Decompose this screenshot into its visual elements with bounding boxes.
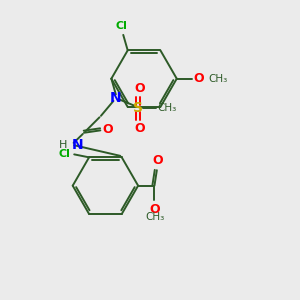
Text: N: N — [110, 91, 122, 105]
Text: CH₃: CH₃ — [208, 74, 227, 84]
Text: O: O — [103, 123, 113, 136]
Text: Cl: Cl — [59, 149, 70, 159]
Text: O: O — [152, 154, 163, 167]
Text: Cl: Cl — [115, 21, 127, 31]
Text: O: O — [193, 72, 204, 85]
Text: O: O — [134, 122, 145, 135]
Text: H: H — [59, 140, 67, 150]
Text: CH₃: CH₃ — [158, 103, 177, 113]
Text: O: O — [150, 203, 160, 216]
Text: S: S — [133, 101, 143, 116]
Text: O: O — [134, 82, 145, 95]
Text: CH₃: CH₃ — [146, 212, 165, 222]
Text: N: N — [72, 138, 84, 152]
